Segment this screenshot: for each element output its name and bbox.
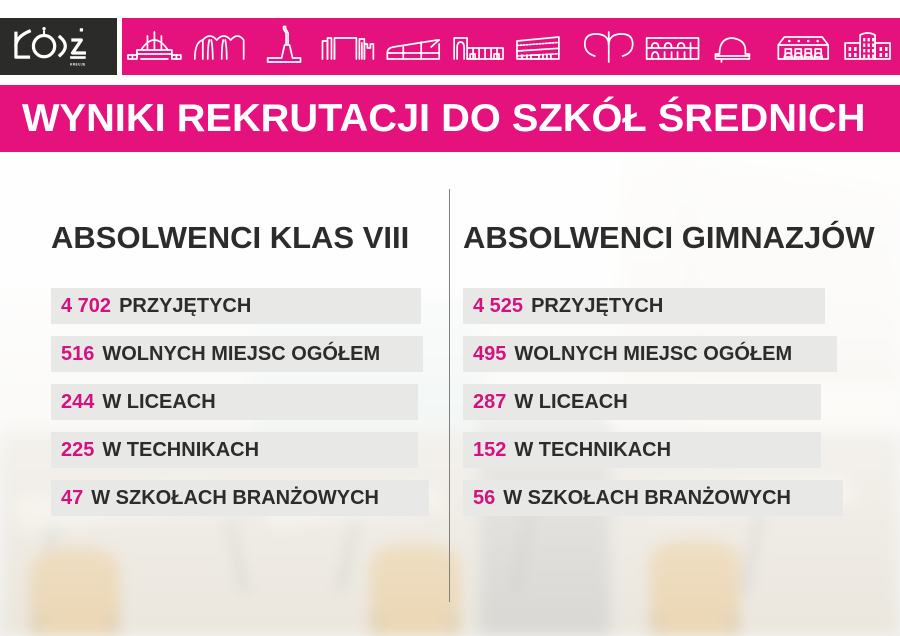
svg-text:KREUJE: KREUJE	[70, 63, 86, 67]
